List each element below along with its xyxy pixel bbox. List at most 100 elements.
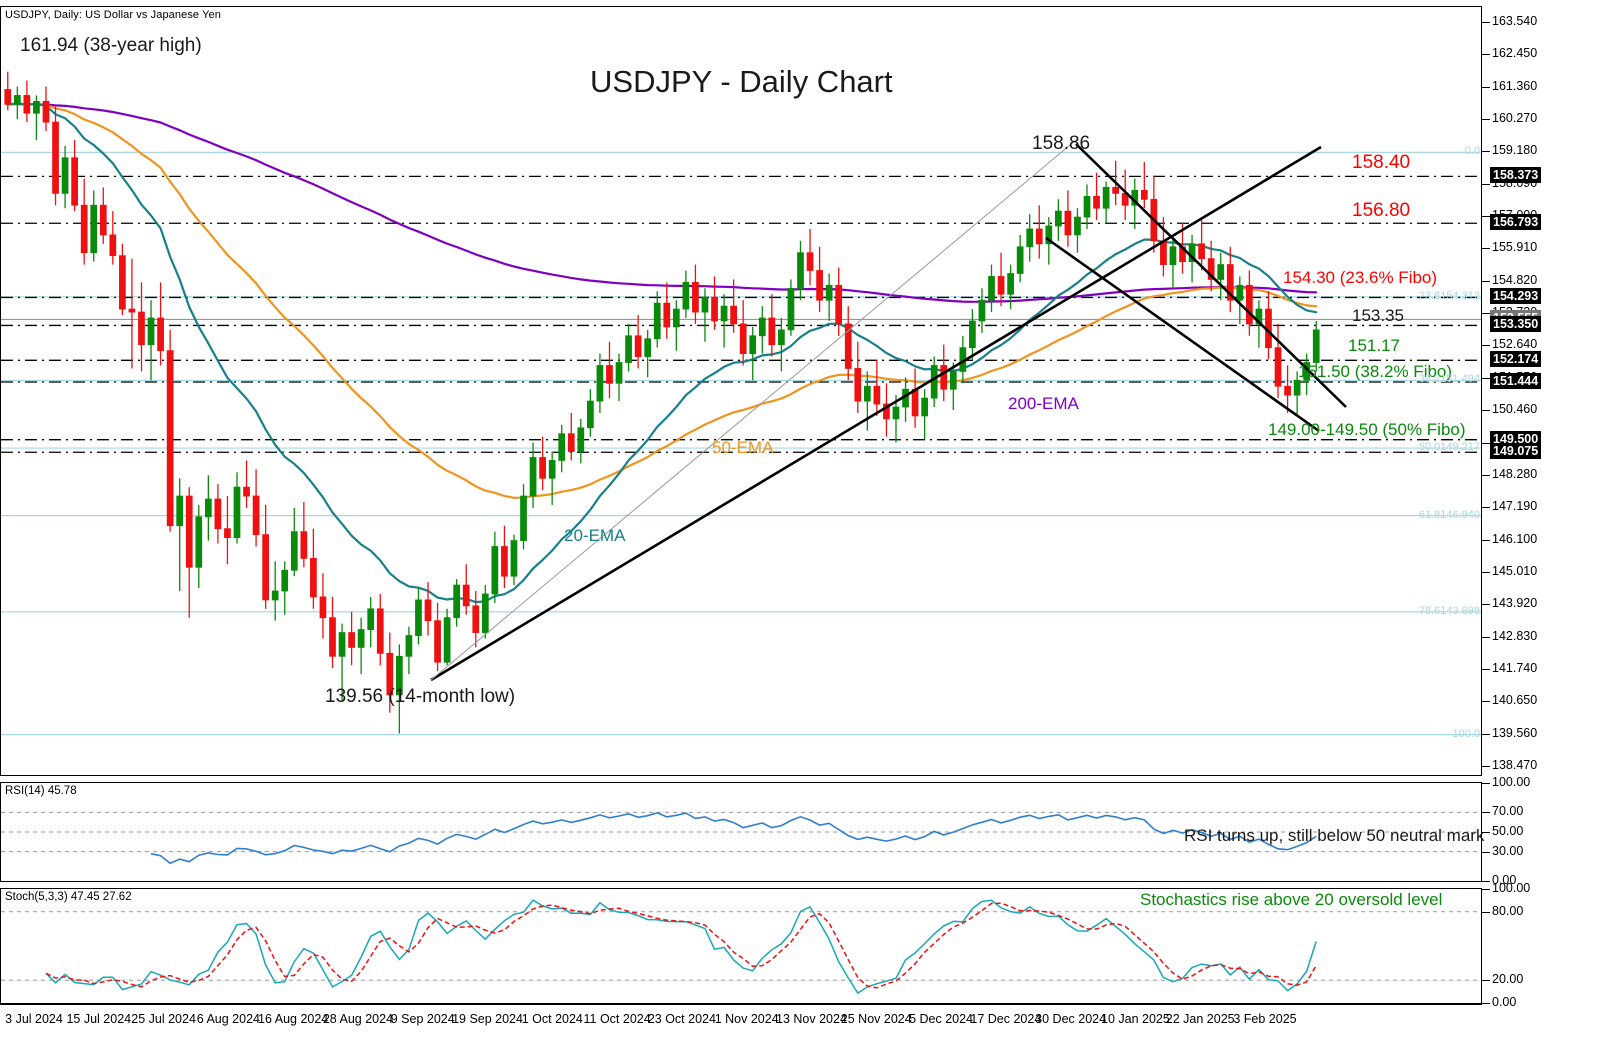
annotation-14-month-low: 139.56 (14-month low) <box>325 686 516 707</box>
axis-tick-label: 138.470 <box>1492 757 1538 772</box>
axis-tick <box>1482 54 1490 56</box>
x-axis-tick-label: 16 Aug 2024 <box>258 1012 329 1026</box>
annotation-rsi-note: RSI turns up, still below 50 neutral mar… <box>1184 826 1485 845</box>
x-axis-line <box>0 1004 1482 1005</box>
axis-tick <box>1482 313 1490 315</box>
axis-tick <box>1482 410 1490 412</box>
annotation-swing-high: 158.86 <box>1032 133 1091 154</box>
rsi-axis-tick-label: 100.00 <box>1492 775 1531 789</box>
axis-tick <box>1482 216 1490 218</box>
stochastics-plot-area <box>1 899 1481 995</box>
x-axis-tick-label: 1 Oct 2024 <box>521 1012 583 1026</box>
axis-tick-label: 150.460 <box>1492 402 1538 417</box>
price-level-badge: 151.444 <box>1490 372 1542 389</box>
rsi-plot-area <box>1 811 1481 865</box>
axis-tick-label: 163.540 <box>1492 14 1538 29</box>
price-chart-panel[interactable]: USDJPY, Daily: US Dollar vs Japanese Yen <box>0 6 1482 776</box>
price-level-badge: 158.373 <box>1490 167 1542 184</box>
annotation-resistance-158-40: 158.40 <box>1352 152 1411 173</box>
stochastics-axis-tick-label: 100.00 <box>1492 881 1531 895</box>
x-axis-tick-label: 9 Sep 2024 <box>390 1012 455 1026</box>
x-axis-tick-label: 30 Dec 2024 <box>1035 1012 1107 1026</box>
rsi-axis-tick <box>1482 832 1490 833</box>
axis-tick <box>1482 151 1490 153</box>
rsi-axis-tick-label: 0.00 <box>1492 873 1517 887</box>
stochastics-axis-tick <box>1482 980 1490 982</box>
axis-tick <box>1482 507 1490 509</box>
x-axis-tick-label: 17 Dec 2024 <box>970 1012 1042 1026</box>
axis-tick-label: 147.190 <box>1492 499 1538 514</box>
annotation-support-151-50-fibo: 151.50 (38.2% Fibo) <box>1298 362 1453 381</box>
axis-tick-label: 146.100 <box>1492 531 1538 546</box>
fibo-level-label: 38.2151.494 <box>1418 373 1480 386</box>
fibo-level-label: 61.8146.940 <box>1418 508 1480 521</box>
x-axis-tick-label: 10 Jan 2025 <box>1101 1012 1170 1026</box>
rsi-axis-tick-label: 70.00 <box>1492 804 1524 819</box>
axis-tick-label: 143.920 <box>1492 596 1538 611</box>
rsi-axis-tick <box>1482 881 1490 882</box>
rsi-panel[interactable]: RSI(14) 45.78 <box>0 782 1482 882</box>
rsi-axis-tick <box>1482 783 1490 784</box>
stochastics-axis-tick <box>1482 911 1490 913</box>
price-level-badge: 153.350 <box>1490 316 1542 333</box>
price-level-badge: 149.075 <box>1490 443 1542 460</box>
axis-tick <box>1482 604 1490 606</box>
axis-tick-label: 140.650 <box>1492 693 1538 708</box>
x-axis-tick-label: 5 Dec 2024 <box>909 1012 974 1026</box>
axis-tick-label: 161.360 <box>1492 78 1538 93</box>
fibo-level-label: 23.6154.312 <box>1418 289 1480 302</box>
price-plot-area <box>1 71 1481 736</box>
annotation-ema50: 50-EMA <box>712 438 774 457</box>
stochastics-panel[interactable]: Stoch(5,3,3) 47.45 27.62 <box>0 888 1482 1004</box>
price-level-badge: 152.174 <box>1490 351 1542 368</box>
axis-tick <box>1482 701 1490 703</box>
axis-tick <box>1482 119 1490 121</box>
price-level-badge: 156.793 <box>1490 214 1542 231</box>
axis-tick-label: 148.280 <box>1492 466 1538 481</box>
axis-tick-label: 155.910 <box>1492 240 1538 255</box>
axis-tick <box>1482 571 1490 573</box>
axis-tick <box>1482 183 1490 185</box>
stochastics-axis-tick <box>1482 889 1490 890</box>
axis-tick <box>1482 22 1490 24</box>
axis-tick <box>1482 733 1490 735</box>
annotation-stochastics-note: Stochastics rise above 20 oversold level <box>1140 890 1443 909</box>
x-axis-tick-label: 6 Aug 2024 <box>196 1012 260 1026</box>
stochastics-axis-tick-label: 80.00 <box>1492 903 1524 918</box>
axis-tick <box>1482 248 1490 250</box>
annotation-level-153-35: 153.35 <box>1352 306 1404 325</box>
fibo-level-label: 50.0149.217 <box>1418 441 1480 454</box>
annotation-resistance-154-30-fibo: 154.30 (23.6% Fibo) <box>1283 268 1438 287</box>
axis-tick-label: 160.270 <box>1492 111 1538 126</box>
axis-tick <box>1482 280 1490 282</box>
axis-tick-label: 145.010 <box>1492 563 1538 578</box>
fibo-level-label: 100.0 <box>1452 727 1480 740</box>
annotation-ema20: 20-EMA <box>564 526 626 545</box>
stochastics-label: Stoch(5,3,3) 47.45 27.62 <box>5 891 132 903</box>
fibo-level-label: 78.6143.698 <box>1418 604 1480 617</box>
symbol-label: USDJPY, Daily: US Dollar vs Japanese Yen <box>5 9 221 21</box>
annotation-38-year-high: 161.94 (38-year high) <box>20 35 202 56</box>
x-axis-tick-label: 23 Oct 2024 <box>647 1012 716 1026</box>
x-axis-tick-label: 28 Aug 2024 <box>322 1012 394 1026</box>
axis-tick-label: 152.640 <box>1492 337 1538 352</box>
page-title: USDJPY - Daily Chart <box>590 64 893 99</box>
axis-tick <box>1482 539 1490 541</box>
price-level-badge: 154.293 <box>1490 288 1542 305</box>
axis-tick <box>1482 474 1490 476</box>
axis-tick-label: 141.740 <box>1492 660 1538 675</box>
axis-tick-label: 142.830 <box>1492 628 1538 643</box>
x-axis-tick-label: 19 Sep 2024 <box>452 1012 523 1026</box>
x-axis-tick-label: 25 Jul 2024 <box>131 1012 196 1026</box>
axis-tick-label: 162.450 <box>1492 46 1538 61</box>
rsi-axis-tick <box>1482 851 1490 853</box>
rsi-axis-tick-label: 50.00 <box>1492 824 1524 838</box>
axis-tick <box>1482 668 1490 670</box>
rsi-axis-tick <box>1482 812 1490 814</box>
x-axis-tick-label: 15 Jul 2024 <box>66 1012 132 1026</box>
x-axis-tick-label: 3 Feb 2025 <box>1233 1012 1297 1026</box>
x-axis-tick-label: 22 Jan 2025 <box>1165 1012 1235 1026</box>
rsi-axis-tick-label: 30.00 <box>1492 843 1524 858</box>
axis-tick <box>1482 765 1490 767</box>
annotation-ema200: 200-EMA <box>1008 394 1079 413</box>
